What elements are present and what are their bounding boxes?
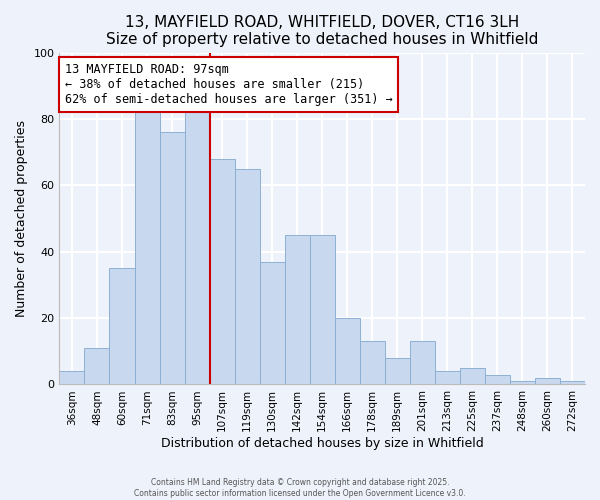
Bar	[435, 371, 460, 384]
Bar	[235, 169, 260, 384]
Bar	[410, 342, 435, 384]
Bar	[310, 235, 335, 384]
Bar	[260, 262, 284, 384]
Title: 13, MAYFIELD ROAD, WHITFIELD, DOVER, CT16 3LH
Size of property relative to detac: 13, MAYFIELD ROAD, WHITFIELD, DOVER, CT1…	[106, 15, 538, 48]
Bar	[335, 318, 360, 384]
X-axis label: Distribution of detached houses by size in Whitfield: Distribution of detached houses by size …	[161, 437, 484, 450]
Bar	[385, 358, 410, 384]
Y-axis label: Number of detached properties: Number of detached properties	[15, 120, 28, 317]
Bar	[85, 348, 109, 385]
Text: 13 MAYFIELD ROAD: 97sqm
← 38% of detached houses are smaller (215)
62% of semi-d: 13 MAYFIELD ROAD: 97sqm ← 38% of detache…	[65, 62, 392, 106]
Bar	[209, 159, 235, 384]
Bar	[185, 109, 209, 384]
Text: Contains HM Land Registry data © Crown copyright and database right 2025.
Contai: Contains HM Land Registry data © Crown c…	[134, 478, 466, 498]
Bar	[284, 235, 310, 384]
Bar	[510, 381, 535, 384]
Bar	[560, 381, 585, 384]
Bar	[109, 268, 134, 384]
Bar	[460, 368, 485, 384]
Bar	[59, 371, 85, 384]
Bar	[535, 378, 560, 384]
Bar	[485, 374, 510, 384]
Bar	[160, 132, 185, 384]
Bar	[134, 106, 160, 384]
Bar	[360, 342, 385, 384]
